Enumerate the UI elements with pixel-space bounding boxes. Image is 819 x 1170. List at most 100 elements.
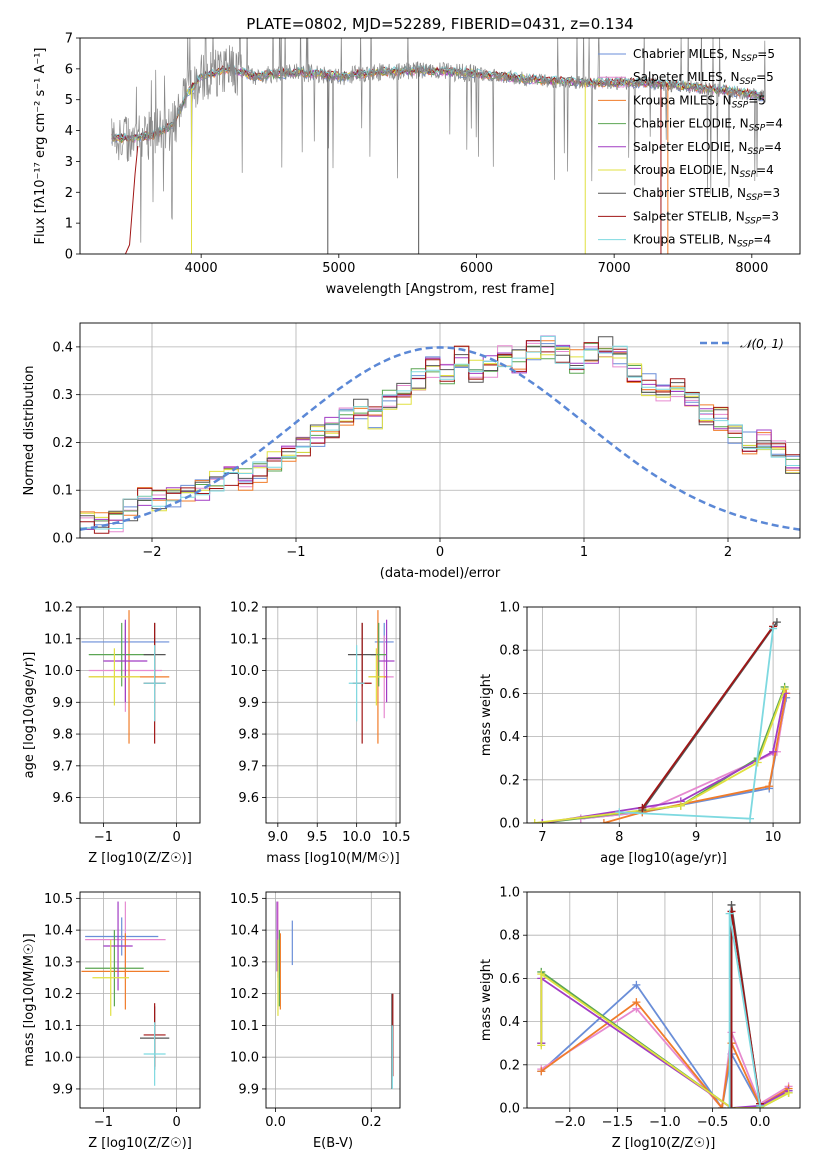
weight-marker: [632, 980, 641, 989]
x-tick-label: −1.0: [649, 1115, 681, 1130]
legend-label: Kroupa ELODIE, NSSP=4: [633, 163, 774, 180]
x-axis-label: (data-model)/error: [380, 566, 501, 581]
legend-label: 𝒩(0, 1): [740, 337, 784, 351]
weight-marker: [638, 803, 647, 812]
x-tick-label: −1.5: [602, 1115, 634, 1130]
x-axis-label: mass [log10(M/M☉)]: [266, 851, 399, 866]
x-axis-label: Z [log10(Z/Z☉)]: [88, 851, 192, 866]
y-tick-label: 3: [65, 155, 73, 170]
y-tick-label: 10.2: [230, 601, 259, 616]
y-tick-label: 10.0: [230, 1051, 259, 1066]
axes-frame: [79, 606, 201, 824]
panel-spectrum: 4000 5000 6000 7000 8000 0 1 2 3 4 5 6 7 wavelength […: [33, 32, 801, 297]
legend-label: Salpeter ELODIE, NSSP=4: [633, 140, 782, 157]
x-tick-label: 10.0: [342, 830, 371, 845]
weight-marker: [599, 819, 608, 823]
y-tick-label: 10.3: [44, 955, 73, 970]
y-tick-label: 0.4: [499, 730, 520, 745]
y-tick-label: 0.2: [499, 773, 520, 788]
x-axis-label: E(B-V): [313, 1136, 353, 1151]
legend-label-value: =3: [763, 186, 781, 200]
legend-label-sub: SSP: [740, 170, 757, 180]
legend-label-value: =4: [753, 233, 771, 247]
legend-label: Kroupa STELIB, NSSP=4: [633, 233, 771, 250]
legend-label-main: Kroupa ELODIE, N: [633, 163, 740, 177]
y-axis-label: mass weight: [479, 674, 494, 756]
legend-hist: 𝒩(0, 1): [700, 337, 784, 351]
y-axis-label: mass [log10(M/M☉)]: [22, 933, 37, 1066]
y-tick-label: 10.4: [44, 924, 73, 939]
y-tick-label: 9.6: [52, 791, 73, 806]
y-axis-label: mass weight: [479, 959, 494, 1041]
y-tick-label: 10.0: [44, 1051, 73, 1066]
y-tick-label: 0.0: [499, 817, 520, 832]
weight-marker: [780, 685, 789, 694]
plot-area: [347, 610, 395, 744]
panel-residual_hist: −2 −1 0 1 2 0.0 0.1 0.2 0.3 0.4 (data-model)/error…: [22, 322, 801, 581]
x-tick-label: 9: [692, 830, 700, 845]
histogram-step-kroupa_stelib: [80, 335, 800, 530]
weight-line-kroupa_elodie: [540, 972, 790, 1108]
x-axis-label: age [log10(age/yr)]: [600, 851, 727, 866]
x-tick-label: −0.5: [697, 1115, 729, 1130]
weight-marker: [746, 814, 755, 823]
plot-area: [276, 901, 394, 1089]
legend-label-sub: SSP: [737, 240, 754, 250]
legend-label-sub: SSP: [746, 193, 763, 203]
y-tick-label: 10.1: [44, 632, 73, 647]
legend-label-main: Chabrier STELIB, N: [633, 186, 746, 200]
y-tick-label: 9.9: [238, 1082, 259, 1097]
y-tick-label: 0.2: [499, 1058, 520, 1073]
legend-label-sub: SSP: [747, 147, 764, 157]
y-tick-label: 10.3: [230, 955, 259, 970]
axes-frame: [79, 37, 801, 255]
y-tick-label: 9.7: [52, 759, 73, 774]
weight-marker: [769, 747, 778, 756]
y-tick-label: 0.8: [499, 644, 520, 659]
y-tick-label: 10.2: [44, 601, 73, 616]
weight-marker: [530, 819, 539, 823]
y-tick-label: 0.4: [52, 340, 73, 355]
panel-weight_vs_z: −2.0 −1.5 −1.0 −0.5 0.0 0.0 0.2 0.4 0.6 0.8 1.0 Z […: [479, 886, 801, 1151]
legend-label-value: =3: [761, 209, 779, 223]
x-tick-label: 0.2: [361, 1115, 382, 1130]
weight-marker: [725, 1104, 734, 1108]
y-tick-label: 9.9: [52, 1082, 73, 1097]
axes-frame: [79, 322, 801, 539]
legend-label-main: Salpeter ELODIE, N: [633, 140, 747, 154]
weight-marker: [727, 1104, 736, 1108]
histogram-step-chabrier_stelib: [80, 336, 800, 528]
y-tick-label: 9.7: [238, 759, 259, 774]
weight-marker: [537, 1067, 546, 1076]
y-tick-label: 0.6: [499, 972, 520, 987]
legend-label-main: Chabrier MILES, N: [633, 47, 741, 61]
histogram-step-kroupa_elodie: [80, 347, 800, 518]
legend-label-main: Chabrier ELODIE, N: [633, 117, 749, 131]
x-tick-label: −1: [94, 830, 113, 845]
x-tick-label: 0.0: [750, 1115, 771, 1130]
y-tick-label: 9.9: [238, 696, 259, 711]
y-tick-label: 0.2: [52, 436, 73, 451]
x-tick-label: 10.5: [382, 830, 411, 845]
legend-label-sub: SSP: [749, 124, 766, 134]
legend-label-main: Kroupa STELIB, N: [633, 233, 737, 247]
y-tick-label: 2: [65, 186, 73, 201]
legend-label-sub: SSP: [740, 77, 757, 87]
panel-age_vs_mass: 9.0 9.5 10.0 10.5 9.6 9.7 9.8 9.9 10.0 10.1 10.2 ma…: [230, 601, 410, 867]
y-tick-label: 7: [65, 32, 73, 47]
x-tick-label: 0: [436, 545, 444, 560]
weight-marker: [756, 1101, 765, 1108]
y-tick-label: 10.4: [230, 924, 259, 939]
weight-line-kroupa_miles: [603, 693, 788, 823]
y-tick-label: 0.8: [499, 929, 520, 944]
axes-frame: [79, 891, 201, 1109]
y-tick-label: 10.2: [230, 987, 259, 1002]
x-axis-label: wavelength [Angstrom, rest frame]: [326, 282, 555, 297]
x-tick-label: 10: [765, 830, 782, 845]
y-tick-label: 1.0: [499, 601, 520, 616]
y-tick-label: 10.1: [230, 1019, 259, 1034]
y-tick-label: 9.6: [238, 791, 259, 806]
y-axis-label: Normed distribution: [22, 366, 37, 496]
